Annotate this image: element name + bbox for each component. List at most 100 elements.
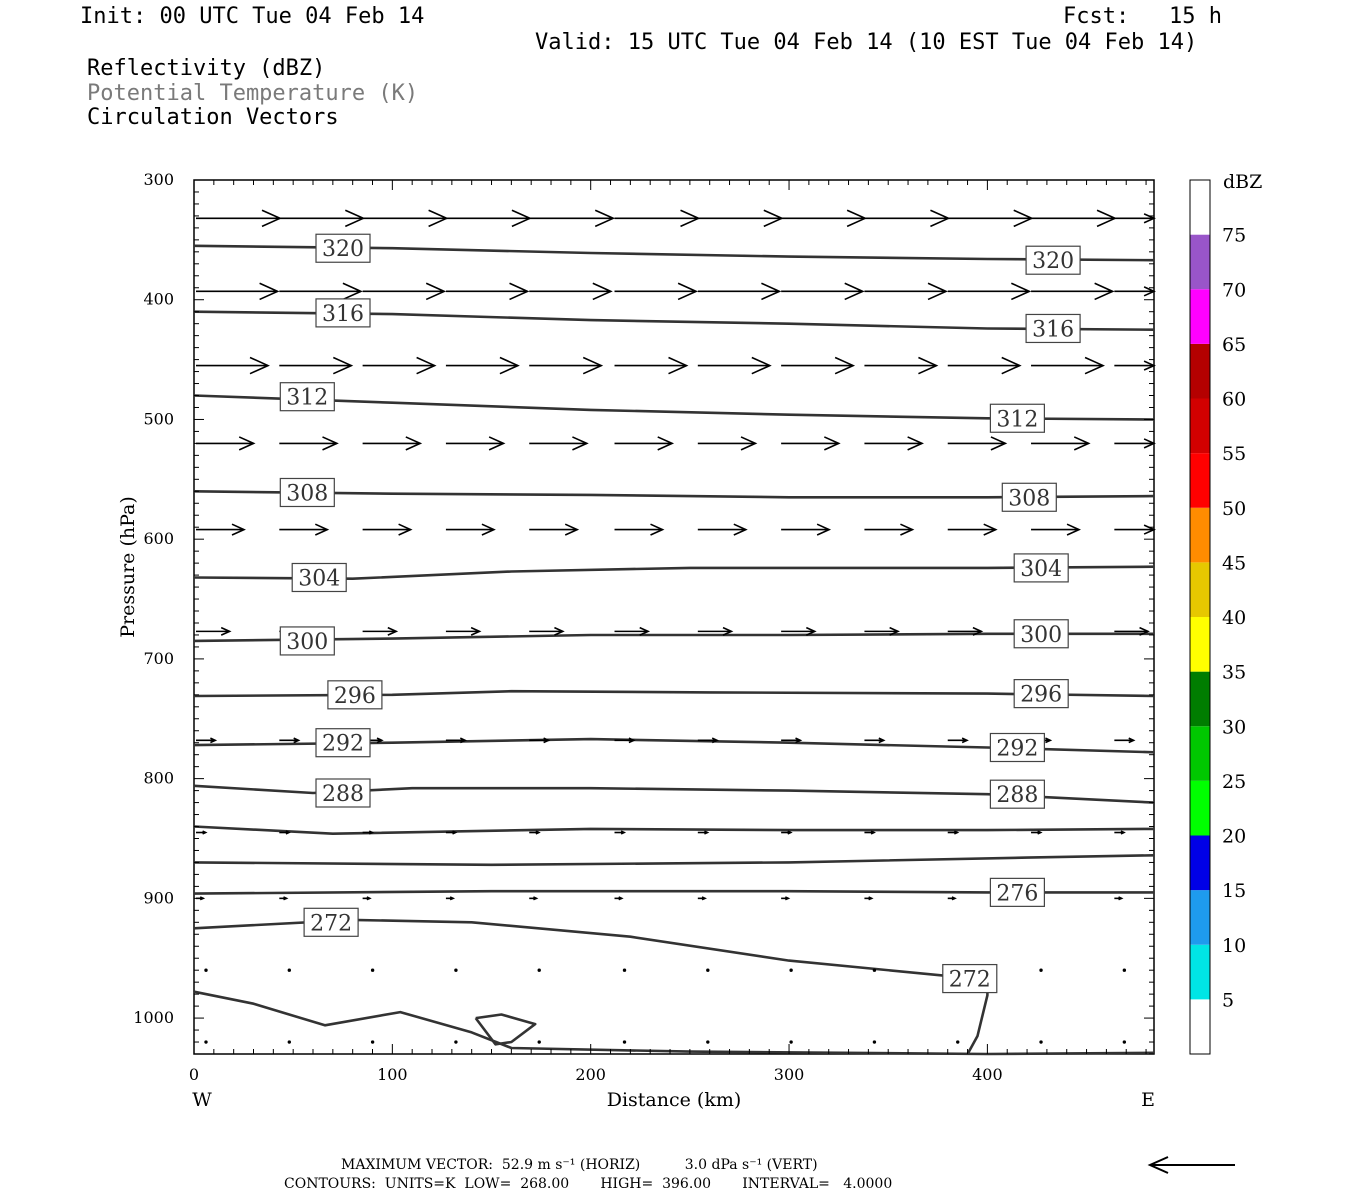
- circulation-vector: [1039, 968, 1043, 972]
- contour-label-292: 292: [315, 728, 371, 758]
- contour-label-272: 272: [303, 907, 359, 937]
- vector-head: [283, 896, 289, 901]
- y-axis-label: Pressure (hPa): [117, 496, 139, 638]
- circulation-vector: [196, 356, 270, 375]
- vector-dot: [454, 1040, 458, 1044]
- circulation-vector: [781, 436, 841, 451]
- vector-head: [983, 523, 998, 536]
- vector-head: [1128, 737, 1136, 744]
- vector-head: [533, 896, 539, 901]
- circulation-vector: [622, 1040, 627, 1044]
- circulation-vector: [279, 830, 291, 835]
- contour-label-text: 312: [996, 407, 1038, 432]
- circulation-vector: [1114, 213, 1156, 224]
- vector-head: [293, 737, 301, 744]
- circulation-vector: [1039, 1040, 1043, 1044]
- circulation-vector: [196, 436, 256, 451]
- contour-label-box: [989, 877, 1045, 907]
- vector-dot: [1039, 1040, 1043, 1044]
- contour-label-312: 312: [279, 382, 335, 412]
- contour-label-292: 292: [989, 732, 1045, 763]
- circulation-vector: [614, 356, 689, 375]
- vector-head: [1120, 830, 1126, 835]
- contour-label-box: [291, 562, 347, 593]
- colorbar-bin: [1190, 999, 1210, 1054]
- vector-head: [918, 356, 939, 375]
- vector-head: [1143, 360, 1156, 371]
- circulation-vector: [445, 737, 468, 744]
- vector-head: [535, 830, 541, 835]
- circulation-vector: [362, 356, 437, 375]
- vector-head: [701, 896, 707, 901]
- colorbar-tick-label: 40: [1222, 607, 1246, 629]
- contour-label-text: 316: [1032, 317, 1074, 342]
- colorbar-tick-label: 75: [1222, 225, 1246, 247]
- vector-head: [481, 523, 496, 536]
- circulation-vector: [1114, 830, 1126, 835]
- y-tick-label: 300: [143, 170, 174, 189]
- circulation-vector: [614, 436, 675, 451]
- y-tick-label: 1000: [133, 1008, 174, 1027]
- colorbar-bin: [1190, 944, 1210, 1000]
- vector-head: [795, 737, 803, 744]
- circulation-vector: [445, 896, 456, 901]
- contour-label-text: 300: [1020, 623, 1062, 648]
- circulation-vector: [864, 282, 948, 301]
- x-tick-label: 200: [575, 1065, 606, 1084]
- vector-head: [951, 896, 957, 901]
- x-tick-label: 300: [774, 1065, 805, 1084]
- circulation-vector: [706, 968, 710, 972]
- colorbar-bin: [1190, 780, 1210, 836]
- vector-head: [405, 436, 423, 451]
- circulation-vector: [781, 830, 793, 835]
- vector-head: [834, 356, 856, 375]
- circulation-vector: [947, 282, 1032, 301]
- circulation-vector: [781, 626, 817, 636]
- circulation-vector: [697, 356, 772, 375]
- vector-dot: [537, 968, 541, 972]
- circulation-vector: [196, 737, 218, 744]
- circulation-vector: [287, 968, 292, 972]
- vector-head: [592, 282, 613, 301]
- vector-head: [332, 356, 354, 375]
- colorbar-tick-label: 50: [1222, 498, 1246, 520]
- vector-head: [907, 436, 924, 451]
- vector-dot: [1122, 968, 1127, 972]
- vector-head: [704, 830, 710, 835]
- circulation-vector: [864, 436, 924, 451]
- contour-label-316: 316: [315, 298, 371, 328]
- contour-label-box: [303, 907, 359, 937]
- vector-head: [1118, 896, 1124, 901]
- circulation-vector: [864, 523, 915, 536]
- contour-label-text: 308: [286, 481, 328, 506]
- circulation-vector: [864, 356, 939, 375]
- circulation-vector: [454, 968, 458, 972]
- vector-head: [594, 209, 616, 228]
- circulation-vector: [362, 436, 423, 451]
- colorbar-bin: [1190, 453, 1210, 508]
- vector-head: [628, 737, 636, 744]
- contour-label-box: [315, 728, 371, 758]
- vector-head: [398, 523, 413, 536]
- circulation-vector: [781, 737, 803, 744]
- circulation-vector: [362, 523, 413, 536]
- vector-head: [202, 830, 208, 835]
- circulation-vector: [697, 896, 707, 901]
- vector-dot: [872, 968, 877, 972]
- vector-dot: [622, 1040, 627, 1044]
- vector-dot: [789, 968, 793, 972]
- circulation-vector: [781, 523, 832, 536]
- circulation-vector: [279, 282, 363, 301]
- axes: 300 400 500 600 700 800 900 1000 0 100 200 300 400 Di…: [117, 170, 1155, 1111]
- circulation-vector: [370, 1040, 375, 1044]
- circulation-vector: [864, 830, 876, 835]
- contour-label-box: [1013, 619, 1069, 649]
- circulation-vector: [529, 356, 604, 375]
- contour-label-box: [989, 732, 1045, 763]
- colorbar-tick-label: 5: [1222, 989, 1234, 1011]
- vector-dot: [370, 968, 375, 972]
- contour-label-304: 304: [291, 562, 347, 593]
- contour-label-296: 296: [1013, 679, 1069, 709]
- circulation-vector: [1122, 968, 1127, 972]
- contour-label-text: 276: [996, 881, 1038, 906]
